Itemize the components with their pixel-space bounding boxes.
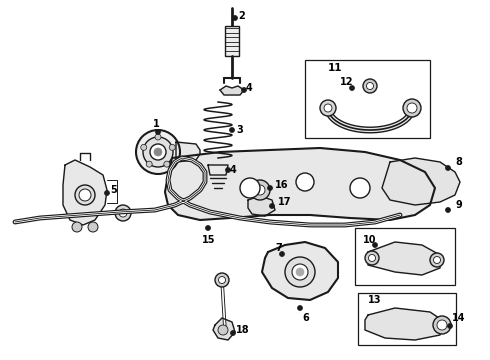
Circle shape bbox=[368, 255, 375, 261]
Text: 12: 12 bbox=[340, 77, 353, 87]
Polygon shape bbox=[248, 196, 275, 216]
Circle shape bbox=[219, 276, 225, 284]
Circle shape bbox=[270, 203, 274, 208]
Text: 13: 13 bbox=[368, 295, 382, 305]
Text: 15: 15 bbox=[202, 235, 216, 245]
Circle shape bbox=[215, 273, 229, 287]
Circle shape bbox=[240, 178, 260, 198]
Circle shape bbox=[296, 173, 314, 191]
Polygon shape bbox=[208, 165, 228, 175]
Circle shape bbox=[150, 144, 166, 160]
Bar bbox=[358, 293, 456, 345]
Circle shape bbox=[229, 127, 235, 132]
Circle shape bbox=[104, 190, 109, 195]
Circle shape bbox=[143, 137, 173, 167]
Circle shape bbox=[154, 148, 162, 156]
Circle shape bbox=[230, 330, 236, 336]
Circle shape bbox=[141, 144, 147, 150]
Text: 18: 18 bbox=[236, 325, 249, 335]
Circle shape bbox=[155, 134, 161, 140]
Circle shape bbox=[434, 256, 441, 264]
Circle shape bbox=[72, 222, 82, 232]
Text: 5: 5 bbox=[110, 185, 117, 195]
Circle shape bbox=[430, 253, 444, 267]
Polygon shape bbox=[262, 242, 338, 300]
Polygon shape bbox=[368, 242, 440, 275]
Circle shape bbox=[88, 222, 98, 232]
Text: 4: 4 bbox=[246, 83, 253, 93]
Polygon shape bbox=[382, 158, 460, 205]
Text: 2: 2 bbox=[238, 11, 245, 21]
Circle shape bbox=[363, 79, 377, 93]
Circle shape bbox=[268, 185, 272, 190]
Circle shape bbox=[225, 167, 230, 172]
Polygon shape bbox=[165, 148, 435, 220]
Circle shape bbox=[279, 252, 285, 256]
Text: 10: 10 bbox=[363, 235, 376, 245]
Bar bbox=[355, 228, 455, 285]
Circle shape bbox=[136, 130, 180, 174]
Circle shape bbox=[324, 104, 332, 112]
Circle shape bbox=[79, 189, 91, 201]
Polygon shape bbox=[63, 160, 107, 225]
Circle shape bbox=[407, 103, 417, 113]
Circle shape bbox=[297, 306, 302, 310]
Text: 3: 3 bbox=[236, 125, 243, 135]
Circle shape bbox=[367, 82, 373, 90]
Text: 4: 4 bbox=[230, 165, 237, 175]
Circle shape bbox=[372, 243, 377, 248]
Circle shape bbox=[447, 324, 452, 328]
Circle shape bbox=[445, 207, 450, 212]
Text: 17: 17 bbox=[278, 197, 292, 207]
Text: 9: 9 bbox=[455, 200, 462, 210]
Circle shape bbox=[242, 87, 246, 93]
Circle shape bbox=[255, 185, 265, 195]
Circle shape bbox=[403, 99, 421, 117]
Polygon shape bbox=[220, 86, 244, 95]
Circle shape bbox=[232, 15, 238, 21]
Circle shape bbox=[205, 225, 211, 230]
Text: 11: 11 bbox=[328, 63, 343, 73]
Circle shape bbox=[75, 185, 95, 205]
Circle shape bbox=[292, 264, 308, 280]
Circle shape bbox=[350, 178, 370, 198]
Circle shape bbox=[146, 161, 152, 167]
Text: 6: 6 bbox=[302, 313, 309, 323]
Polygon shape bbox=[365, 308, 445, 340]
Polygon shape bbox=[213, 318, 235, 340]
Text: 8: 8 bbox=[455, 157, 462, 167]
Text: 14: 14 bbox=[452, 313, 466, 323]
Circle shape bbox=[155, 130, 161, 135]
Circle shape bbox=[164, 161, 170, 167]
Circle shape bbox=[445, 166, 450, 171]
Text: 7: 7 bbox=[275, 243, 282, 253]
Circle shape bbox=[115, 205, 131, 221]
Circle shape bbox=[365, 251, 379, 265]
Text: 16: 16 bbox=[275, 180, 289, 190]
Circle shape bbox=[250, 180, 270, 200]
Circle shape bbox=[169, 144, 175, 150]
Bar bbox=[225, 26, 239, 56]
Polygon shape bbox=[176, 142, 200, 162]
Circle shape bbox=[320, 100, 336, 116]
Circle shape bbox=[119, 209, 127, 217]
Bar bbox=[305, 60, 430, 138]
Circle shape bbox=[349, 85, 354, 90]
Circle shape bbox=[285, 257, 315, 287]
Circle shape bbox=[437, 320, 447, 330]
Circle shape bbox=[296, 268, 304, 276]
Circle shape bbox=[218, 325, 228, 335]
Text: 1: 1 bbox=[153, 119, 160, 129]
Circle shape bbox=[433, 316, 451, 334]
